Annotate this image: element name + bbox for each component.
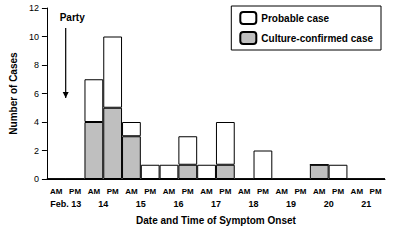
svg-text:Probable case: Probable case [261,13,329,24]
svg-text:PM: PM [144,187,156,196]
svg-text:Feb. 13: Feb. 13 [50,199,81,209]
svg-text:AM: AM [313,187,326,196]
svg-text:6: 6 [34,89,39,99]
svg-text:14: 14 [98,199,108,209]
svg-text:0: 0 [34,174,39,184]
svg-text:AM: AM [351,187,364,196]
svg-text:Number of Cases: Number of Cases [8,52,19,135]
svg-text:2: 2 [34,146,39,156]
svg-text:21: 21 [361,199,371,209]
svg-text:Date and Time of Symptom Onset: Date and Time of Symptom Onset [136,215,297,226]
svg-text:PM: PM [69,187,81,196]
svg-text:10: 10 [29,32,39,42]
svg-text:17: 17 [211,199,221,209]
svg-text:20: 20 [324,199,334,209]
svg-text:PM: PM [370,187,382,196]
svg-text:AM: AM [275,187,288,196]
svg-text:AM: AM [125,187,138,196]
svg-text:PM: PM [219,187,231,196]
svg-text:Party: Party [60,12,85,23]
svg-text:12: 12 [29,3,39,13]
svg-text:AM: AM [88,187,101,196]
svg-text:19: 19 [286,199,296,209]
svg-text:4: 4 [34,117,39,127]
svg-text:PM: PM [332,187,344,196]
svg-text:16: 16 [173,199,183,209]
svg-text:18: 18 [249,199,259,209]
svg-text:AM: AM [50,187,63,196]
svg-text:PM: PM [257,187,269,196]
svg-text:AM: AM [200,187,213,196]
svg-text:AM: AM [163,187,176,196]
svg-text:PM: PM [107,187,119,196]
svg-text:PM: PM [182,187,194,196]
svg-text:8: 8 [34,60,39,70]
svg-text:Culture-confirmed case: Culture-confirmed case [261,33,373,44]
svg-text:AM: AM [238,187,251,196]
svg-text:PM: PM [294,187,306,196]
svg-text:15: 15 [136,199,146,209]
